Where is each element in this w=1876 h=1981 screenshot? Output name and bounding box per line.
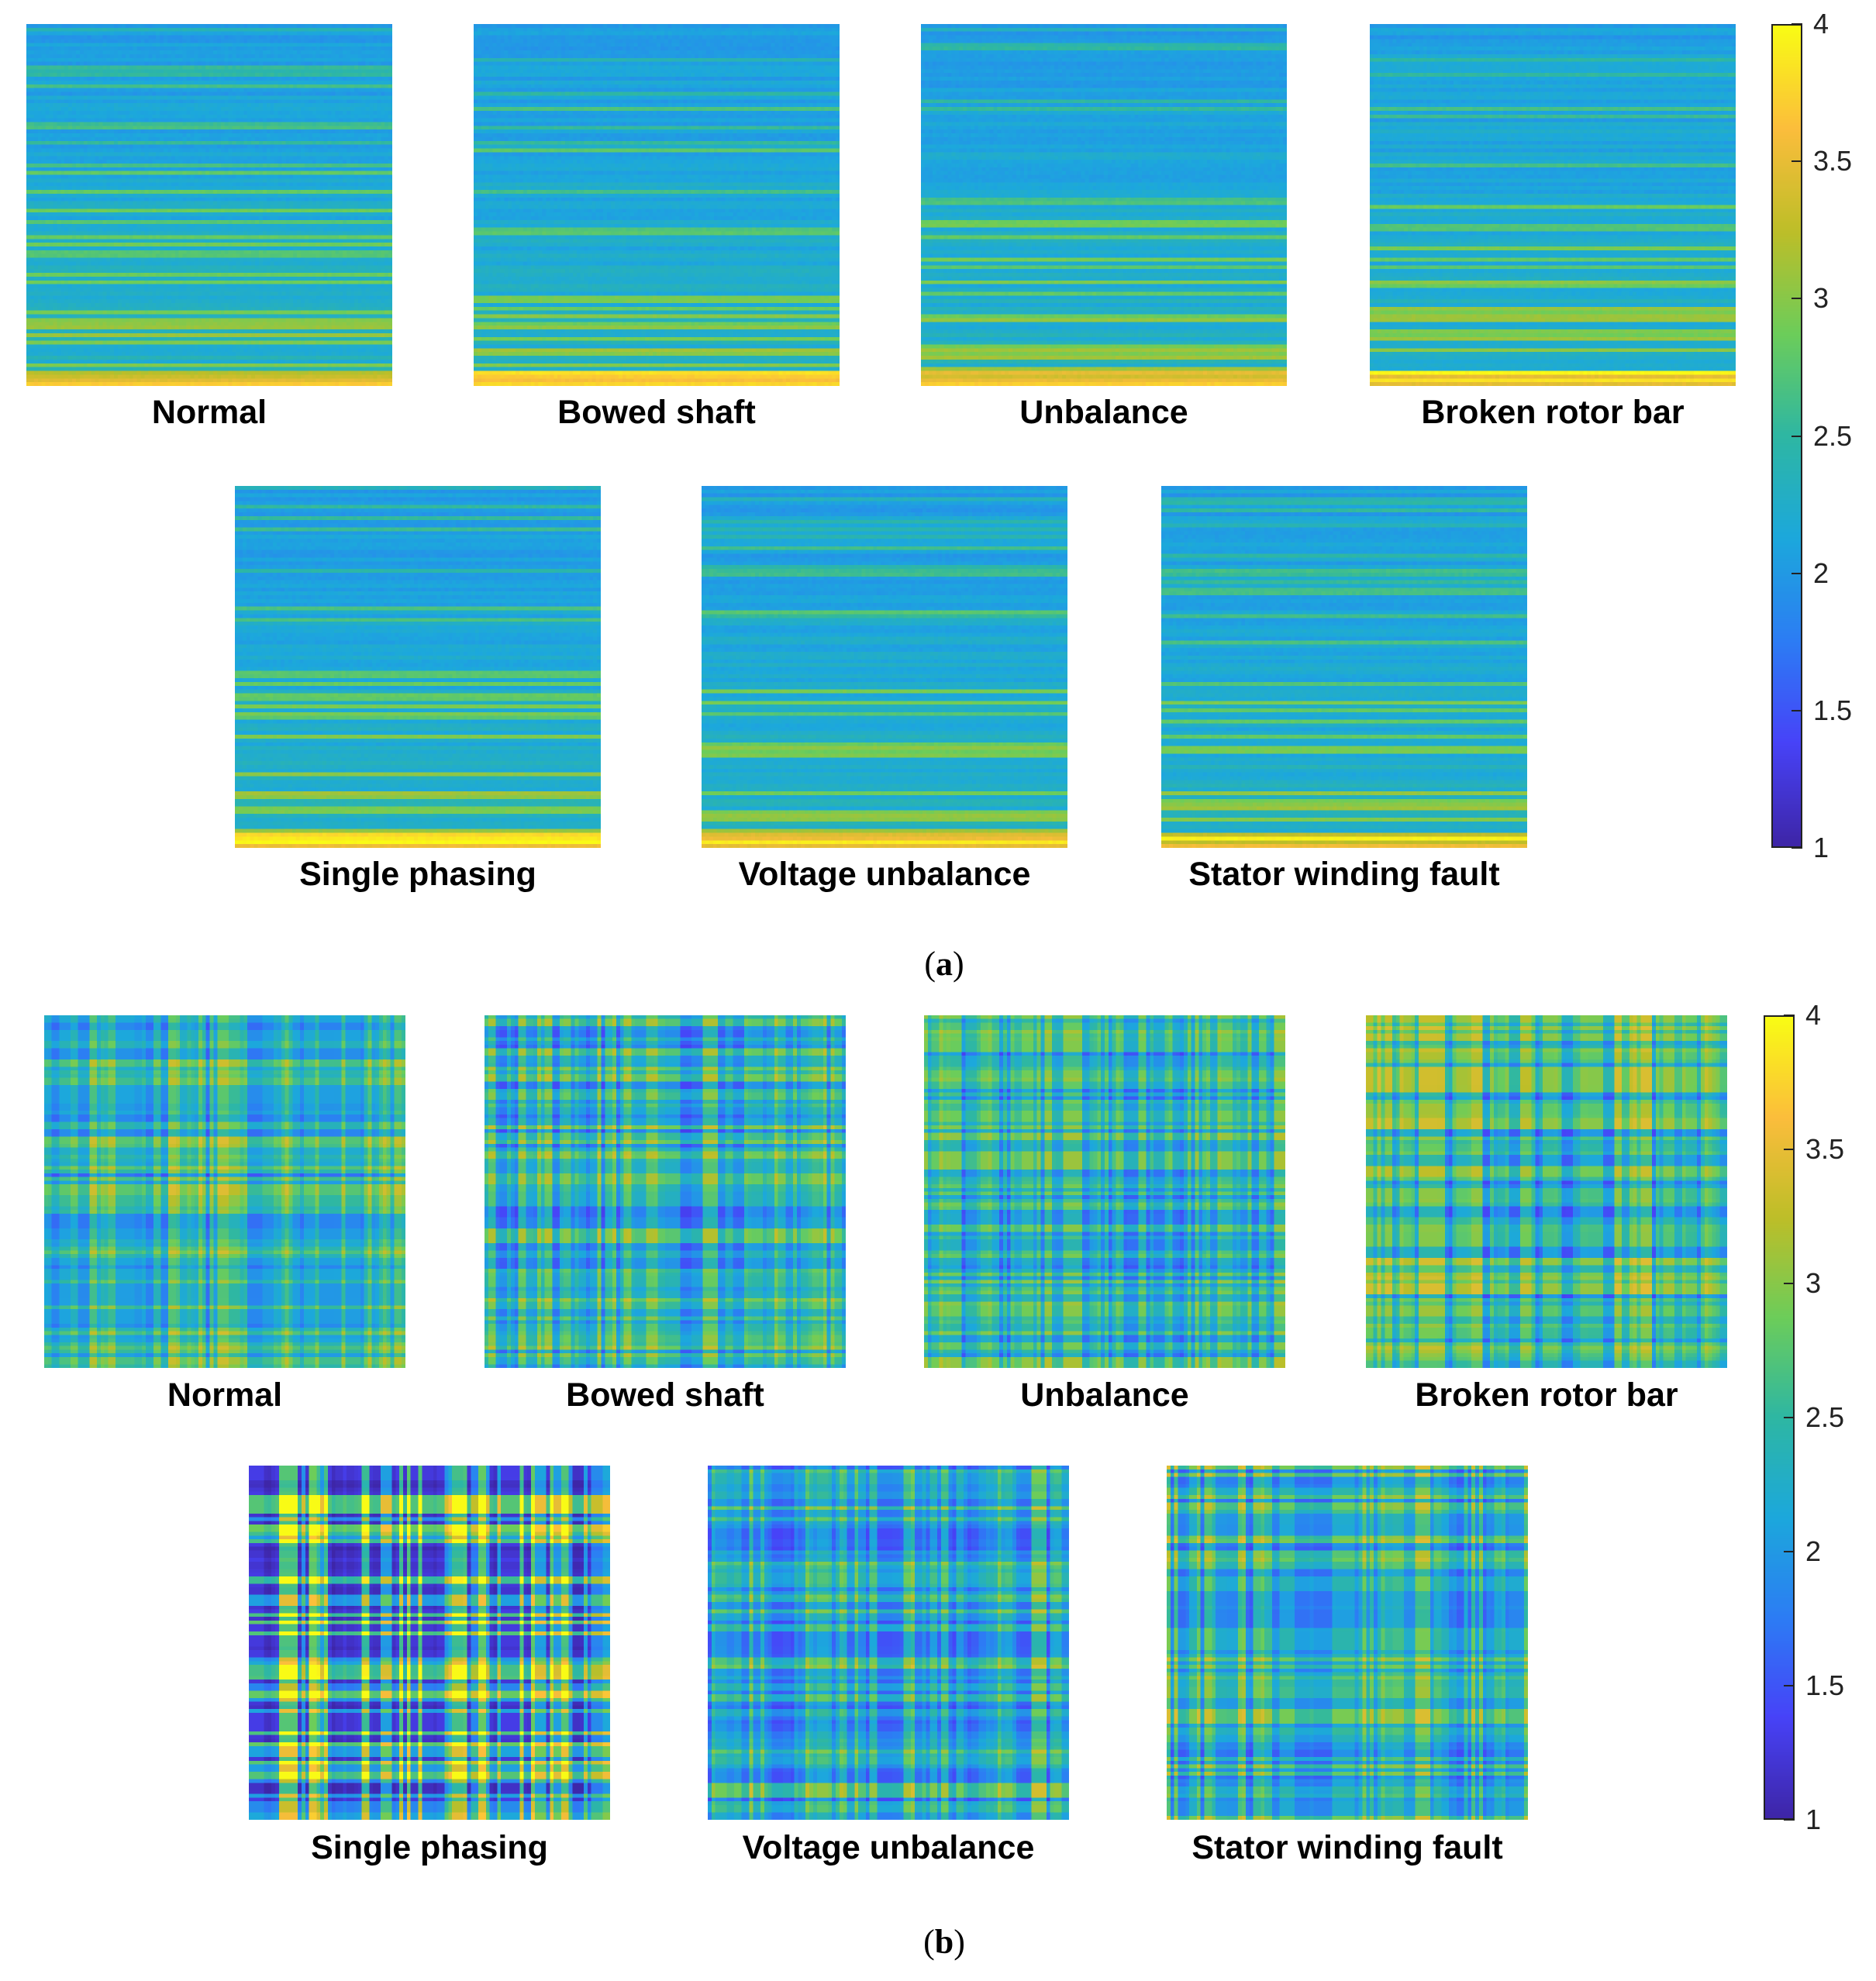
heatmap-a-single-phasing — [235, 486, 601, 848]
colorbar-tick-label: 1.5 — [1805, 1669, 1845, 1701]
colorbar-tick-label: 4 — [1813, 8, 1829, 40]
heatmap-label: Voltage unbalance — [738, 856, 1031, 893]
colorbar-tick-label: 2 — [1813, 556, 1829, 589]
colorbar-tick-label: 4 — [1805, 999, 1822, 1031]
colorbar-tick-mark — [1784, 1015, 1795, 1016]
colorbar-tick-mark — [1792, 160, 1802, 163]
colorbar-tick-label: 2.5 — [1805, 1401, 1845, 1433]
heatmap-b-bowed-shaft — [485, 1015, 846, 1368]
colorbar-tick-mark — [1792, 435, 1802, 437]
colorbar-tick-label: 1.5 — [1813, 694, 1853, 726]
heatmap-label: Bowed shaft — [566, 1376, 764, 1414]
colorbar-tick-mark — [1784, 1685, 1795, 1686]
heatmap-label: Normal — [151, 394, 267, 431]
colorbar-tick-mark — [1784, 1551, 1795, 1552]
heatmap-b-single-phasing — [249, 1466, 610, 1820]
heatmap-a-unbalance — [921, 24, 1287, 386]
heatmap-label: Stator winding fault — [1191, 1829, 1503, 1866]
heatmap-label: Unbalance — [1019, 394, 1188, 431]
heatmap-label: Broken rotor bar — [1421, 394, 1685, 431]
colorbar-tick-label: 3 — [1805, 1267, 1822, 1299]
heatmap-b-stator-winding-fault — [1167, 1466, 1528, 1820]
colorbar-tick-label: 3.5 — [1805, 1133, 1845, 1165]
colorbar-tick-mark — [1792, 572, 1802, 574]
colorbar-tick-mark — [1792, 23, 1802, 25]
heatmap-a-stator-winding-fault — [1161, 486, 1527, 848]
colorbar-tick-mark — [1792, 298, 1802, 300]
heatmap-label: Single phasing — [299, 856, 536, 893]
heatmap-label: Broken rotor bar — [1415, 1376, 1678, 1414]
panel-letter-b: b — [934, 1923, 954, 1961]
panel-a: Normal Bowed shaft Unbalance Broken roto… — [26, 24, 1802, 983]
colorbar-tick-mark — [1784, 1417, 1795, 1418]
heatmap-label: Single phasing — [311, 1829, 548, 1866]
heatmap-a-broken-rotor-bar — [1370, 24, 1736, 386]
panel-caption-b: (b) — [923, 1923, 965, 1961]
colorbar-tick-label: 1 — [1805, 1804, 1822, 1835]
colorbar-tick-label: 1 — [1813, 832, 1829, 863]
colorbar-tick-mark — [1784, 1283, 1795, 1284]
heatmap-a-voltage-unbalance — [702, 486, 1067, 848]
colorbar-tick-mark — [1784, 1149, 1795, 1150]
heatmap-b-voltage-unbalance — [708, 1466, 1069, 1820]
panel-letter-a: a — [936, 945, 953, 983]
colorbar-tick-label: 2 — [1805, 1535, 1822, 1567]
heatmap-label: Stator winding fault — [1188, 856, 1500, 893]
colorbar-tick-mark — [1792, 847, 1802, 849]
panel-caption-a: (a) — [924, 945, 964, 983]
colorbar-tick-label: 3.5 — [1813, 145, 1853, 177]
heatmap-label: Voltage unbalance — [742, 1829, 1035, 1866]
heatmap-label: Bowed shaft — [557, 394, 756, 431]
heatmap-label: Normal — [167, 1376, 283, 1414]
colorbar-tick-label: 2.5 — [1813, 419, 1853, 452]
heatmap-a-bowed-shaft — [474, 24, 840, 386]
heatmap-a-normal — [26, 24, 392, 386]
heatmap-b-unbalance — [924, 1015, 1285, 1368]
heatmap-label: Unbalance — [1020, 1376, 1189, 1414]
colorbar-tick-mark — [1792, 709, 1802, 711]
colorbar-tick-mark — [1784, 1819, 1795, 1821]
heatmap-b-normal — [44, 1015, 405, 1368]
heatmap-b-broken-rotor-bar — [1366, 1015, 1727, 1368]
colorbar-tick-label: 3 — [1813, 282, 1829, 315]
